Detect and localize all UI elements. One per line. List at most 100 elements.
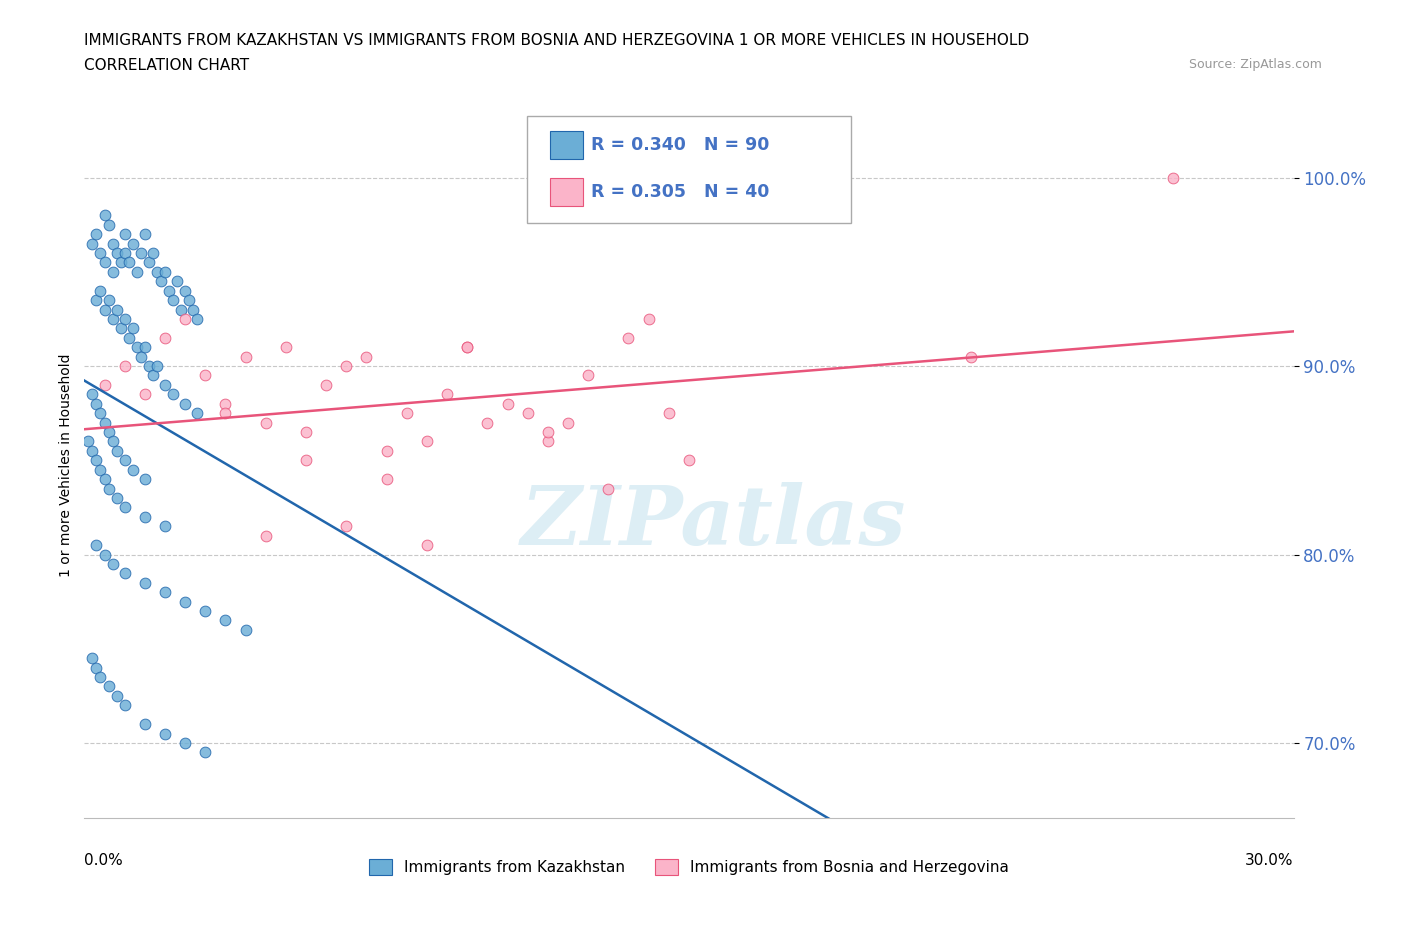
Point	[356, 349, 378, 364]
Point	[153, 519, 176, 534]
Point	[375, 472, 398, 486]
Legend: Immigrants from Kazakhstan, Immigrants from Bosnia and Herzegovina: Immigrants from Kazakhstan, Immigrants f…	[363, 853, 1015, 882]
Point	[395, 405, 418, 420]
Point	[416, 538, 439, 552]
Point	[181, 302, 204, 317]
Point	[179, 293, 201, 308]
Point	[162, 387, 184, 402]
Point	[110, 321, 132, 336]
Point	[105, 444, 128, 458]
Point	[114, 359, 136, 374]
Point	[153, 585, 176, 600]
Point	[142, 246, 165, 260]
Point	[134, 717, 156, 732]
Point	[436, 387, 458, 402]
Point	[146, 264, 169, 279]
Point	[174, 594, 197, 609]
Point	[93, 255, 115, 270]
Point	[97, 293, 120, 308]
Point	[166, 273, 188, 288]
Point	[214, 405, 236, 420]
Point	[254, 415, 277, 430]
Point	[118, 255, 141, 270]
Point	[121, 321, 143, 336]
Text: CORRELATION CHART: CORRELATION CHART	[84, 58, 249, 73]
Point	[114, 227, 136, 242]
Point	[335, 359, 357, 374]
Point	[295, 425, 318, 440]
Point	[89, 462, 111, 477]
Point	[82, 444, 104, 458]
Point	[86, 293, 108, 308]
Point	[101, 264, 124, 279]
Point	[274, 339, 297, 354]
Point	[537, 425, 560, 440]
Point	[194, 745, 217, 760]
Point	[174, 396, 197, 411]
Point	[637, 312, 659, 326]
Point	[82, 236, 104, 251]
Point	[93, 207, 115, 222]
Point	[149, 273, 172, 288]
Point	[153, 378, 176, 392]
Text: R = 0.340   N = 90: R = 0.340 N = 90	[591, 136, 769, 154]
Point	[496, 396, 519, 411]
Text: 30.0%: 30.0%	[1246, 853, 1294, 868]
Point	[89, 246, 111, 260]
Point	[194, 368, 217, 383]
Point	[105, 302, 128, 317]
Point	[153, 726, 176, 741]
Point	[114, 566, 136, 581]
Point	[174, 312, 197, 326]
Text: 0.0%: 0.0%	[84, 853, 124, 868]
Text: IMMIGRANTS FROM KAZAKHSTAN VS IMMIGRANTS FROM BOSNIA AND HERZEGOVINA 1 OR MORE V: IMMIGRANTS FROM KAZAKHSTAN VS IMMIGRANTS…	[84, 33, 1029, 47]
Point	[315, 378, 337, 392]
Point	[101, 434, 124, 449]
Point	[89, 670, 111, 684]
Point	[138, 359, 160, 374]
Point	[114, 500, 136, 515]
Point	[82, 651, 104, 666]
Point	[101, 556, 124, 571]
Point	[456, 339, 478, 354]
Point	[110, 255, 132, 270]
Point	[576, 368, 599, 383]
Point	[214, 396, 236, 411]
Point	[186, 405, 208, 420]
Point	[134, 387, 156, 402]
Point	[214, 613, 236, 628]
Point	[157, 284, 180, 299]
Point	[129, 349, 152, 364]
Point	[174, 284, 197, 299]
Point	[170, 302, 193, 317]
Point	[134, 576, 156, 591]
Point	[678, 453, 700, 468]
Point	[86, 538, 108, 552]
Point	[86, 227, 108, 242]
Point	[105, 490, 128, 505]
Point	[134, 510, 156, 525]
Point	[617, 330, 640, 345]
Point	[121, 462, 143, 477]
Point	[97, 481, 120, 496]
Point	[153, 264, 176, 279]
Text: ZIPatlas: ZIPatlas	[520, 482, 905, 562]
Point	[134, 472, 156, 486]
Point	[235, 349, 257, 364]
Point	[93, 472, 115, 486]
Point	[93, 378, 115, 392]
Point	[97, 679, 120, 694]
Point	[516, 405, 538, 420]
Point	[142, 368, 165, 383]
Point	[134, 227, 156, 242]
Point	[118, 330, 141, 345]
Point	[114, 312, 136, 326]
Point	[114, 246, 136, 260]
Point	[97, 218, 120, 232]
Point	[77, 434, 100, 449]
Point	[125, 264, 148, 279]
Point	[105, 246, 128, 260]
Point	[335, 519, 357, 534]
Point	[456, 339, 478, 354]
Point	[93, 302, 115, 317]
